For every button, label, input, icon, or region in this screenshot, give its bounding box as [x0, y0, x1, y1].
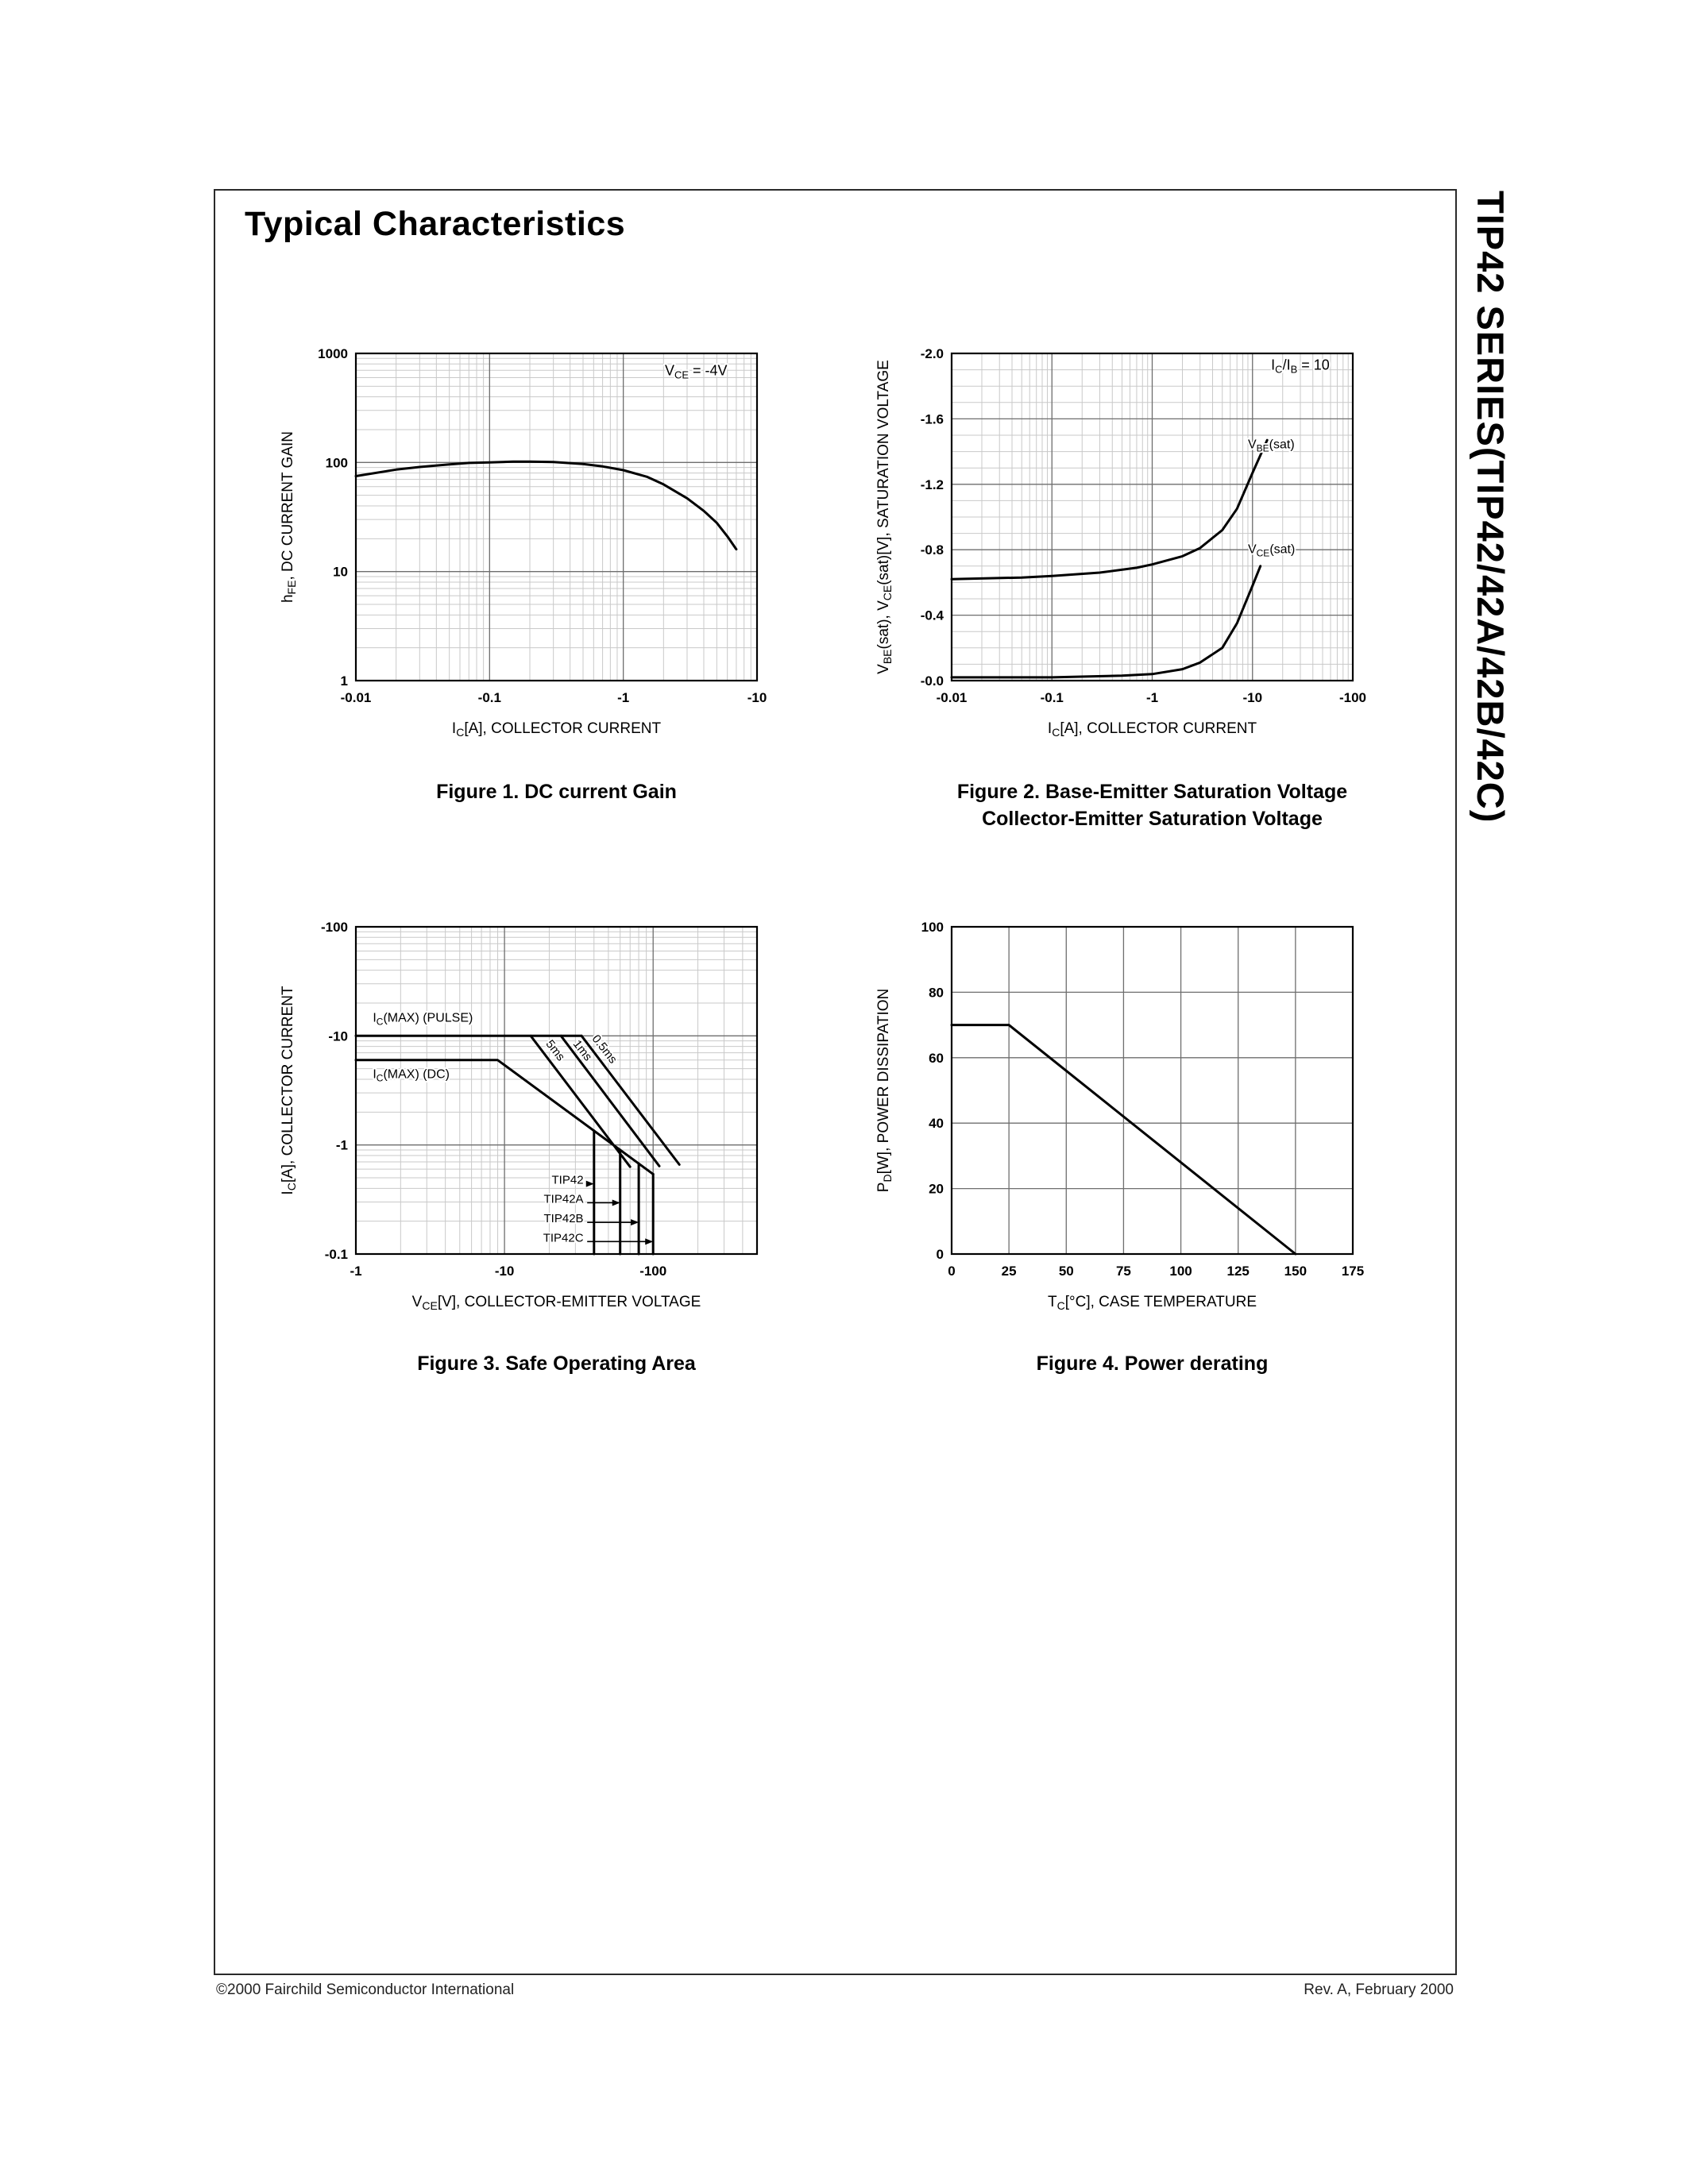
svg-text:-0.1: -0.1: [1041, 690, 1064, 705]
svg-text:IC[A], COLLECTOR CURRENT: IC[A], COLLECTOR CURRENT: [1048, 720, 1257, 739]
figure1-chart: VCE = -4V -0.01 -0.1 -1 -10 1 10 100 1000 IC[A], …: [262, 338, 818, 774]
svg-text:TIP42B: TIP42B: [544, 1212, 584, 1225]
svg-text:-1: -1: [1146, 690, 1158, 705]
svg-text:1000: 1000: [318, 346, 348, 361]
svg-text:75: 75: [1116, 1264, 1131, 1279]
svg-text:-0.0: -0.0: [921, 673, 944, 689]
svg-text:-100: -100: [321, 920, 348, 935]
svg-text:-1: -1: [336, 1138, 348, 1153]
footer-revision: Rev. A, February 2000: [1304, 1981, 1454, 1998]
svg-text:-0.8: -0.8: [921, 542, 944, 558]
figure1-caption: Figure 1. DC current Gain: [356, 778, 757, 805]
svg-text:VCE = -4V: VCE = -4V: [665, 363, 728, 381]
svg-text:VBE(sat), VCE(sat)[V], SATURAT: VBE(sat), VCE(sat)[V], SATURATION VOLTAG…: [875, 360, 894, 674]
svg-text:-1: -1: [617, 690, 629, 705]
svg-text:hFE, DC CURRENT GAIN: hFE, DC CURRENT GAIN: [280, 431, 298, 603]
figure2-caption: Figure 2. Base-Emitter Saturation Voltag…: [952, 778, 1353, 832]
svg-text:VCE[V], COLLECTOR-EMITTER VOLT: VCE[V], COLLECTOR-EMITTER VOLTAGE: [412, 1294, 701, 1312]
figure3-caption: Figure 3. Safe Operating Area: [356, 1350, 757, 1377]
caption-line: Figure 3. Safe Operating Area: [417, 1352, 696, 1375]
svg-text:0: 0: [948, 1264, 955, 1279]
svg-text:-0.01: -0.01: [937, 690, 968, 705]
svg-text:IC(MAX) (DC): IC(MAX) (DC): [373, 1068, 450, 1084]
svg-text:-10: -10: [328, 1028, 348, 1044]
caption-line: Figure 2. Base-Emitter Saturation Voltag…: [956, 781, 1348, 803]
figure4-caption: Figure 4. Power derating: [952, 1350, 1353, 1377]
svg-text:100: 100: [326, 455, 348, 470]
svg-text:150: 150: [1284, 1264, 1307, 1279]
svg-text:175: 175: [1342, 1264, 1364, 1279]
svg-text:60: 60: [929, 1051, 944, 1066]
svg-text:40: 40: [929, 1116, 944, 1131]
svg-text:-10: -10: [1242, 690, 1262, 705]
svg-text:-1.6: -1.6: [921, 411, 944, 426]
svg-text:IC/IB = 10: IC/IB = 10: [1271, 357, 1330, 376]
svg-text:-0.1: -0.1: [325, 1247, 348, 1262]
figure4-chart: 0 25 50 75 100 125 150 175 0 20 40 60 80 100 TC[°C], C…: [858, 911, 1414, 1348]
svg-text:-1.2: -1.2: [921, 477, 944, 492]
svg-text:-10: -10: [747, 690, 767, 705]
svg-text:VBE(sat): VBE(sat): [1248, 438, 1295, 453]
svg-text:-100: -100: [639, 1264, 666, 1279]
svg-text:-1: -1: [350, 1264, 361, 1279]
svg-text:10: 10: [333, 565, 348, 580]
figure4-plot: 0 25 50 75 100 125 150 175 0 20 40 60 80 100 TC[°C], C…: [875, 920, 1364, 1312]
svg-text:-10: -10: [495, 1264, 515, 1279]
svg-text:TIP42: TIP42: [552, 1174, 584, 1187]
svg-text:-0.1: -0.1: [478, 690, 501, 705]
figure3-chart: IC(MAX) (PULSE) IC(MAX) (DC) 5ms 1ms 0.5ms TI…: [262, 911, 818, 1348]
svg-text:0: 0: [937, 1247, 944, 1262]
svg-text:PD[W], POWER DISSIPATION: PD[W], POWER DISSIPATION: [875, 989, 894, 1192]
figure3-plot: IC(MAX) (PULSE)IC(MAX) (DC)5ms 1ms0.5msTI…: [280, 920, 759, 1312]
side-title: TIP42 SERIES(TIP42/42A/42B/42C): [1470, 191, 1512, 824]
svg-text:TIP42C: TIP42C: [543, 1231, 584, 1244]
svg-text:-2.0: -2.0: [921, 346, 944, 361]
svg-text:VCE(sat): VCE(sat): [1248, 542, 1295, 558]
svg-text:-0.4: -0.4: [921, 608, 944, 623]
figure2-chart: IC/IB = 10 VBE(sat) VCE(sat) -0.01 -0.1 -1 -10…: [858, 338, 1414, 774]
caption-line: Figure 4. Power derating: [1036, 1352, 1269, 1375]
page-title: Typical Characteristics: [245, 205, 626, 243]
svg-text:100: 100: [921, 920, 944, 935]
footer-copyright: ©2000 Fairchild Semiconductor Internatio…: [216, 1981, 515, 1998]
svg-text:1: 1: [341, 673, 348, 689]
figure2-plot: IC/IB = 10 VBE(sat) VCE(sat) -0.01 -0.1 -1 -10…: [875, 346, 1366, 739]
svg-text:IC[A], COLLECTOR CURRENT: IC[A], COLLECTOR CURRENT: [452, 720, 662, 739]
svg-text:100: 100: [1169, 1264, 1192, 1279]
svg-text:50: 50: [1059, 1264, 1074, 1279]
svg-text:20: 20: [929, 1182, 944, 1197]
caption-line: Collector-Emitter Saturation Voltage: [982, 808, 1323, 830]
figure1-plot: VCE = -4V -0.01 -0.1 -1 -10 1 10 100 1000 IC[A], …: [280, 346, 767, 739]
svg-text:25: 25: [1002, 1264, 1017, 1279]
caption-line: Figure 1. DC current Gain: [436, 781, 677, 803]
svg-text:IC(MAX) (PULSE): IC(MAX) (PULSE): [373, 1011, 473, 1027]
svg-text:80: 80: [929, 985, 944, 1000]
svg-text:-0.01: -0.01: [341, 690, 372, 705]
svg-text:-100: -100: [1339, 690, 1366, 705]
svg-text:125: 125: [1227, 1264, 1250, 1279]
svg-text:IC[A], COLLECTOR CURRENT: IC[A], COLLECTOR CURRENT: [280, 986, 298, 1195]
svg-text:TIP42A: TIP42A: [544, 1192, 584, 1206]
svg-text:TC[°C], CASE TEMPERATURE: TC[°C], CASE TEMPERATURE: [1048, 1294, 1257, 1312]
